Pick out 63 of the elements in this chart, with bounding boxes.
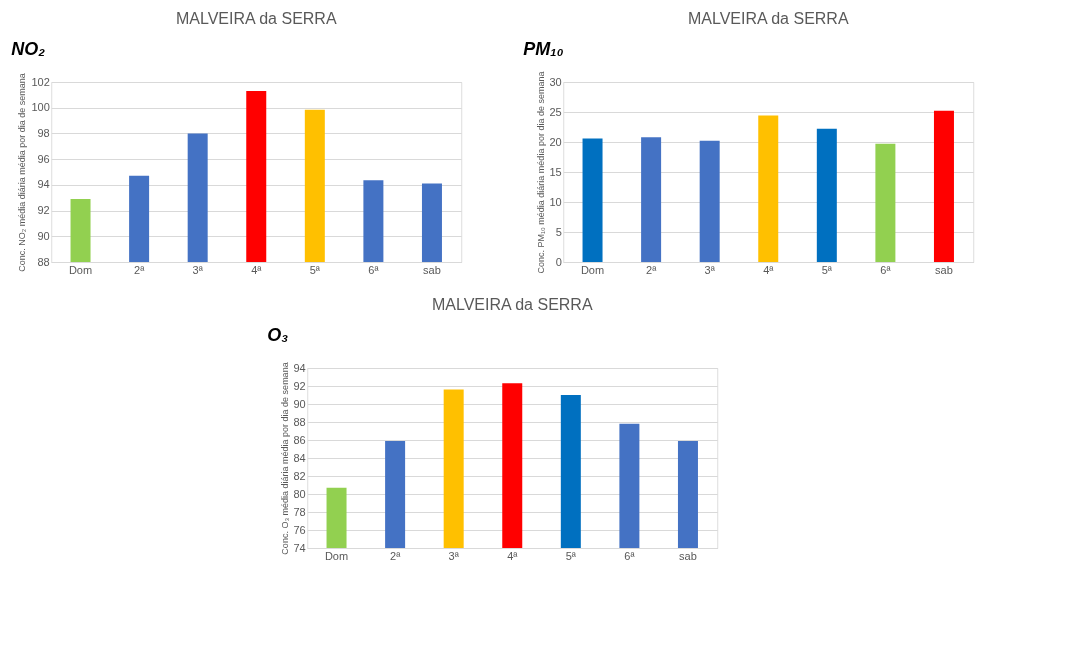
x-tick-label: 4ª (251, 263, 263, 276)
chart-title: MALVEIRA da SERRA (175, 10, 337, 27)
y-tick-label: 0 (555, 255, 562, 268)
x-tick-label: 3ª (704, 263, 716, 276)
y-tick-label: 82 (293, 469, 306, 482)
x-tick-label: 6ª (880, 263, 892, 276)
x-tick-label: 4ª (507, 549, 519, 562)
y-tick-label: 84 (293, 451, 306, 464)
y-tick-label: 90 (37, 229, 50, 242)
y-tick-label: 94 (37, 178, 50, 191)
x-tick-label: 2ª (134, 263, 146, 276)
bar (816, 128, 837, 262)
x-tick-label: sab (935, 263, 953, 276)
chart-title: MALVEIRA da SERRA (431, 296, 593, 313)
y-tick-label: 92 (37, 204, 50, 217)
bar (582, 138, 603, 262)
x-tick-label: 3ª (448, 549, 460, 562)
text: NO₂ (11, 39, 46, 59)
y-tick-label: 30 (549, 75, 562, 88)
x-tick-label: sab (423, 263, 441, 276)
y-axis-title: Conc. PM₁₀ média diária média por dia de semana (535, 71, 546, 274)
y-tick-label: 92 (293, 379, 306, 392)
y-tick-label: 88 (293, 415, 306, 428)
bar (758, 115, 779, 262)
y-tick-label: 76 (293, 523, 306, 536)
x-tick-label: 4ª (763, 263, 775, 276)
bar (699, 140, 720, 262)
y-tick-label: 78 (293, 505, 306, 518)
x-tick-label: 2ª (390, 549, 402, 562)
y-tick-label: 86 (293, 433, 306, 446)
y-tick-label: 88 (37, 255, 50, 268)
x-tick-label: Dom (580, 263, 605, 276)
bar (875, 143, 896, 262)
y-tick-label: 90 (293, 397, 306, 410)
y-tick-label: 100 (31, 101, 50, 114)
x-tick-label: sab (679, 549, 697, 562)
x-tick-label: 6ª (368, 263, 380, 276)
x-tick-label: 5ª (565, 549, 577, 562)
chart-title: MALVEIRA da SERRA (687, 10, 849, 27)
y-axis-title: Conc. O₃ média diária média por dia de semana (279, 362, 290, 555)
y-tick-label: 94 (293, 361, 306, 374)
x-tick-label: 3ª (192, 263, 204, 276)
bar (933, 110, 954, 262)
x-tick-label: 5ª (821, 263, 833, 276)
y-tick-label: 5 (555, 225, 562, 238)
y-tick-label: 74 (293, 541, 306, 554)
x-tick-label: 6ª (624, 549, 636, 562)
x-tick-label: Dom (324, 549, 349, 562)
text: O₃ (267, 325, 289, 345)
y-tick-label: 25 (549, 105, 562, 118)
y-tick-label: 96 (37, 152, 50, 165)
y-tick-label: 80 (293, 487, 306, 500)
y-tick-label: 102 (31, 75, 50, 88)
y-tick-label: 15 (549, 165, 562, 178)
x-tick-label: Dom (68, 263, 93, 276)
text: PM₁₀ (523, 39, 564, 59)
y-tick-label: 98 (37, 126, 50, 139)
y-tick-label: 10 (549, 195, 562, 208)
y-tick-label: 20 (549, 135, 562, 148)
x-tick-label: 2ª (646, 263, 658, 276)
x-tick-label: 5ª (309, 263, 321, 276)
bar (641, 137, 662, 262)
y-axis-title: Conc. NO₂ média diária média por dia de semana (17, 73, 28, 272)
